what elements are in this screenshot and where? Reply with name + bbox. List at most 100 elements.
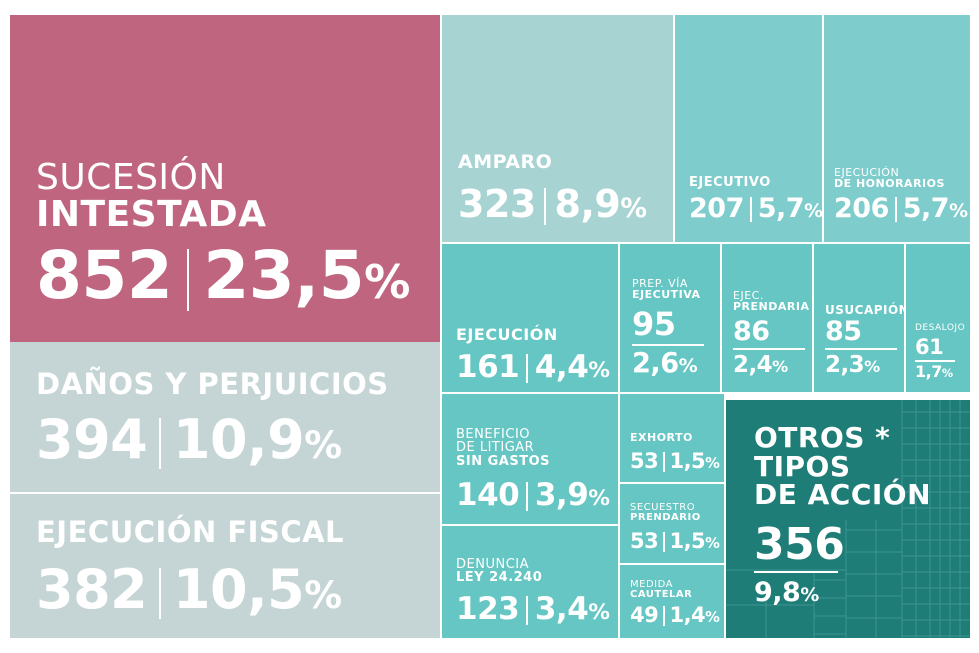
treemap-tile-secuestro: SECUESTRO PRENDARIO 53 1,5% bbox=[620, 484, 724, 563]
tile-percent: 2,3% bbox=[825, 352, 880, 378]
tile-figures-top: 95 bbox=[632, 305, 676, 343]
tile-percent-value: 5,7 bbox=[757, 193, 805, 224]
tile-label-bold: LEY 24.240 bbox=[456, 570, 543, 586]
tile-label-bold: PRENDARIO bbox=[630, 512, 701, 524]
tile-label-light: SECUESTRO bbox=[630, 502, 696, 513]
tile-label: EJECUCIÓN DE HONORARIOS bbox=[834, 167, 945, 189]
value-separator bbox=[894, 196, 897, 223]
value-separator bbox=[544, 188, 547, 225]
tile-figures-bottom: 9,8% bbox=[754, 578, 819, 611]
tile-figures: 123 3,4% bbox=[456, 592, 610, 630]
value-separator bbox=[749, 196, 752, 223]
tile-label: PREP. VÍA EJECUTIVA bbox=[632, 278, 701, 300]
tile-percent-value: 2,4 bbox=[733, 351, 773, 378]
tile-label: EJECUTIVO bbox=[689, 176, 771, 189]
percent-sign: % bbox=[772, 356, 788, 376]
value-separator bbox=[159, 567, 162, 619]
tile-value: 356 bbox=[754, 519, 845, 570]
tile-label: OTROS * TIPOS DE ACCIÓN bbox=[754, 423, 931, 510]
tile-percent-value: 1,5 bbox=[669, 529, 706, 553]
tile-label-light: MEDIDA bbox=[630, 579, 673, 590]
tile-label-bold: CAUTELAR bbox=[630, 589, 693, 601]
percent-sign: % bbox=[304, 573, 342, 617]
treemap-tile-ejec-prendaria: EJEC. PRENDARIA 86 2,4% bbox=[722, 244, 812, 392]
percent-sign: % bbox=[304, 423, 342, 467]
tile-figures: 140 3,9% bbox=[456, 478, 610, 516]
tile-value: 86 bbox=[733, 316, 770, 347]
tile-figures-top: 85 bbox=[825, 317, 862, 346]
percent-sign: % bbox=[949, 200, 968, 222]
value-separator bbox=[662, 606, 665, 626]
tile-percent: 1,4% bbox=[669, 603, 719, 627]
tile-value: 394 bbox=[36, 408, 148, 471]
tile-percent-value: 2,3 bbox=[825, 351, 865, 378]
percent-sign: % bbox=[588, 358, 610, 383]
tile-label-light: EJEC. bbox=[733, 289, 764, 302]
tile-percent-value: 23,5 bbox=[203, 237, 365, 314]
tile-value: 852 bbox=[36, 237, 173, 314]
tile-figures-top: 86 bbox=[733, 316, 770, 347]
percent-sign: % bbox=[804, 200, 822, 222]
tile-label: EJECUCIÓN FISCAL bbox=[36, 517, 344, 548]
treemap-tile-danos: DAÑOS Y PERJUICIOS 394 10,9% bbox=[10, 342, 440, 492]
tile-label-light: SUCESIÓN bbox=[36, 157, 226, 198]
tile-percent-value: 9,8 bbox=[754, 577, 801, 609]
tile-percent: 1,5% bbox=[669, 529, 719, 553]
treemap-tile-ejec-fiscal: EJECUCIÓN FISCAL 382 10,5% bbox=[10, 494, 440, 638]
tile-percent-value: 10,9 bbox=[172, 408, 305, 471]
tile-value: 161 bbox=[456, 349, 520, 385]
value-separator bbox=[662, 452, 665, 472]
treemap-tile-otros: OTROS * TIPOS DE ACCIÓN 356 9,8% bbox=[726, 400, 970, 638]
tile-figures-top: 61 bbox=[915, 336, 944, 358]
tile-percent: 4,4% bbox=[535, 349, 610, 385]
tile-value: 95 bbox=[632, 305, 676, 343]
treemap-tile-ejec-honorarios: EJECUCIÓN DE HONORARIOS 206 5,7% bbox=[824, 15, 970, 242]
percent-sign: % bbox=[588, 486, 610, 511]
tile-label-bold: DE HONORARIOS bbox=[834, 177, 945, 191]
tile-label: USUCAPIÓN bbox=[825, 304, 904, 316]
tile-percent-value: 4,4 bbox=[534, 349, 589, 385]
tile-percent: 10,9% bbox=[173, 408, 342, 471]
tile-label: DESALOJO bbox=[915, 323, 965, 333]
tile-label: MEDIDA CAUTELAR bbox=[630, 579, 693, 601]
treemap-tile-prep-via: PREP. VÍA EJECUTIVA 95 2,6% bbox=[620, 244, 720, 392]
value-separator bbox=[526, 595, 529, 626]
value-underline bbox=[825, 348, 897, 351]
tile-percent-value: 1,4 bbox=[669, 603, 706, 627]
tile-label: EJECUCIÓN bbox=[456, 326, 558, 343]
tile-figures: 49 1,4% bbox=[630, 603, 720, 629]
otros-subtile-grid bbox=[726, 400, 970, 638]
value-underline bbox=[754, 571, 838, 574]
tile-percent: 1,5% bbox=[669, 449, 719, 473]
tile-percent-value: 3,9 bbox=[534, 477, 589, 513]
tile-percent: 1,7% bbox=[915, 362, 953, 381]
tile-percent: 3,9% bbox=[535, 477, 610, 513]
tile-figures: 382 10,5% bbox=[36, 560, 342, 625]
tile-percent: 2,4% bbox=[733, 352, 788, 378]
tile-figures-bottom: 2,3% bbox=[825, 352, 880, 379]
tile-percent: 5,7% bbox=[758, 193, 822, 224]
tile-figures-top: 356 bbox=[754, 519, 845, 570]
tile-percent-value: 8,9 bbox=[554, 182, 621, 226]
tile-percent: 2,6% bbox=[632, 348, 698, 379]
tile-figures-bottom: 1,7% bbox=[915, 363, 953, 383]
tile-label: EXHORTO bbox=[630, 432, 693, 443]
percent-sign: % bbox=[620, 193, 647, 224]
treemap-tile-exhorto: EXHORTO 53 1,5% bbox=[620, 394, 724, 482]
value-separator bbox=[159, 417, 162, 469]
tile-label-bold: EJECUTIVA bbox=[632, 288, 701, 302]
value-separator bbox=[186, 248, 189, 312]
tile-percent-value: 3,4 bbox=[534, 591, 589, 627]
treemap-tile-denuncia: DENUNCIA LEY 24.240 123 3,4% bbox=[442, 526, 618, 638]
treemap-tile-beneficio: BENEFICIO DE LITIGAR SIN GASTOS 140 3,9% bbox=[442, 394, 618, 524]
value-underline bbox=[632, 343, 704, 346]
tile-value: 382 bbox=[36, 558, 148, 621]
treemap-tile-usucapion: USUCAPIÓN 85 2,3% bbox=[814, 244, 904, 392]
tile-percent-value: 5,7 bbox=[902, 193, 950, 224]
tile-value: 140 bbox=[456, 477, 520, 513]
tile-label: EJEC. PRENDARIA bbox=[733, 290, 809, 312]
tile-percent-value: 10,5 bbox=[172, 558, 305, 621]
tile-value: 206 bbox=[834, 193, 889, 224]
tile-percent: 10,5% bbox=[173, 558, 342, 621]
